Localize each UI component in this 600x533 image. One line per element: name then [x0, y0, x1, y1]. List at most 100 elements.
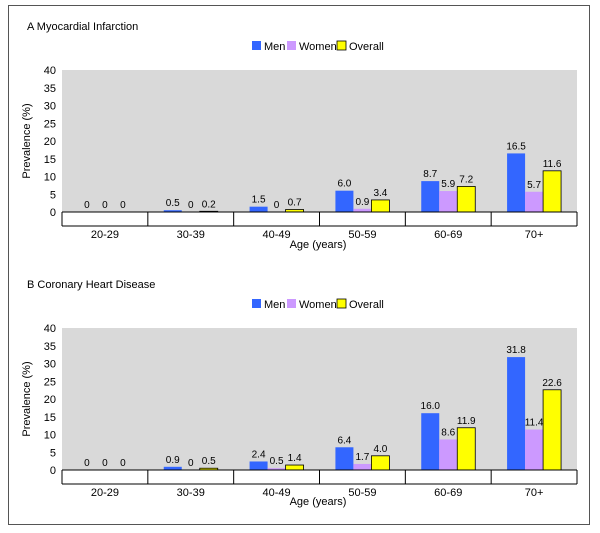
y-tick-label: 10 — [44, 430, 56, 442]
bar-women — [353, 463, 372, 470]
x-tick-label: 50-59 — [348, 487, 376, 499]
legend-label-women: Women — [299, 41, 337, 53]
bars: 0 0 0 0.5 0 0.2 1.5 0 0.7 6.0 0.9 3.4 8.7 5.9 7.2 16.5 5… — [84, 141, 562, 213]
legend-label-overall: Overall — [349, 299, 384, 311]
data-label-women: 0 — [188, 458, 194, 469]
y-tick-label: 20 — [44, 394, 56, 406]
x-tick-label: 40-49 — [263, 229, 291, 241]
data-label-overall: 4.0 — [373, 444, 387, 455]
data-label-overall: 0.2 — [202, 199, 216, 210]
bar-women — [525, 191, 544, 212]
data-label-women: 0 — [102, 458, 108, 469]
data-label-women: 0 — [188, 200, 194, 211]
legend-label-men: Men — [264, 41, 285, 53]
data-label-men: 6.4 — [337, 435, 351, 446]
y-tick-label: 10 — [44, 172, 56, 184]
legend-swatch-men — [252, 41, 261, 50]
data-label-overall: 11.6 — [543, 159, 562, 170]
data-label-women: 11.4 — [525, 418, 544, 429]
x-tick-label: 60-69 — [434, 487, 462, 499]
chart-title: B Coronary Heart Disease — [27, 279, 155, 291]
data-label-women: 0.5 — [270, 456, 284, 467]
bar-men — [507, 153, 526, 212]
legend-label-men: Men — [264, 299, 285, 311]
bar-men — [163, 210, 182, 212]
y-tick-label: 5 — [50, 189, 56, 201]
data-label-women: 0.9 — [355, 197, 369, 208]
bar-women — [267, 468, 286, 470]
plot-area — [62, 328, 577, 470]
data-label-women: 5.7 — [527, 180, 541, 191]
data-label-men: 6.0 — [337, 179, 351, 190]
data-label-women: 0 — [274, 200, 280, 211]
y-tick-label: 15 — [44, 154, 56, 166]
data-label-men: 2.4 — [252, 449, 266, 460]
bar-men — [421, 181, 440, 212]
bar-men — [249, 461, 268, 470]
y-tick-label: 35 — [44, 83, 56, 95]
data-label-overall: 1.4 — [288, 453, 302, 464]
x-tick-label: 70+ — [525, 229, 544, 241]
data-label-overall: 3.4 — [373, 188, 387, 199]
legend-swatch-women — [287, 299, 296, 308]
y-tick-label: 0 — [50, 465, 56, 477]
x-axis-title: Age (years) — [290, 239, 347, 251]
y-tick-label: 15 — [44, 412, 56, 424]
data-label-men: 1.5 — [252, 195, 266, 206]
y-tick-label: 40 — [44, 65, 56, 77]
figure-frame — [8, 5, 590, 525]
y-tick-label: 30 — [44, 101, 56, 113]
panel-coronary-heart-disease: B Coronary Heart Disease Men Women Overa… — [21, 279, 578, 508]
y-tick-labels: 0 5 10 15 20 25 30 35 40 — [44, 323, 56, 477]
bar-men — [335, 190, 354, 212]
legend-label-overall: Overall — [349, 41, 384, 53]
data-label-men: 16.0 — [421, 401, 441, 412]
y-tick-label: 0 — [50, 207, 56, 219]
x-tick-label: 50-59 — [348, 229, 376, 241]
bar-women — [439, 439, 458, 470]
legend-swatch-women — [287, 41, 296, 50]
data-label-men: 16.5 — [506, 141, 526, 152]
plot-area — [62, 70, 577, 212]
y-tick-label: 25 — [44, 376, 56, 388]
data-label-women: 5.9 — [441, 179, 455, 190]
x-tick-label: 30-39 — [177, 487, 205, 499]
bar-men — [507, 357, 526, 470]
bar-men — [335, 447, 354, 470]
bar-overall — [456, 427, 476, 471]
panel-myocardial-infarction: A Myocardial Infarction Men Women Overal… — [21, 21, 578, 251]
legend-swatch-men — [252, 299, 261, 308]
data-label-women: 8.6 — [441, 427, 455, 438]
bars: 0 0 0 0.9 0 0.5 2.4 0.5 1.4 6.4 1.7 4.0 16.0 8.611.9 3… — [84, 345, 562, 471]
bar-men — [421, 413, 440, 470]
data-label-overall: 11.9 — [457, 416, 476, 427]
bar-overall — [542, 389, 562, 471]
legend-swatch-overall — [336, 298, 347, 309]
x-tick-label: 60-69 — [434, 229, 462, 241]
y-axis-title: Prevalence (%) — [21, 361, 33, 436]
data-label-overall: 22.6 — [542, 378, 562, 389]
data-label-women: 0 — [102, 200, 108, 211]
bar-men — [249, 206, 268, 212]
data-label-men: 0.9 — [166, 455, 180, 466]
x-tick-label: 30-39 — [177, 229, 205, 241]
bar-women — [525, 429, 544, 470]
bar-women — [439, 191, 458, 212]
y-tick-label: 40 — [44, 323, 56, 335]
x-tick-labels: 20-29 30-39 40-49 50-59 60-69 70+ — [61, 469, 578, 499]
y-tick-label: 35 — [44, 341, 56, 353]
legend-label-women: Women — [299, 299, 337, 311]
x-tick-label: 20-29 — [91, 487, 119, 499]
data-label-men: 0 — [84, 200, 90, 211]
y-tick-label: 25 — [44, 118, 56, 130]
data-label-overall: 7.2 — [459, 174, 473, 185]
legend: Men Women Overall — [252, 40, 384, 53]
bar-overall — [542, 170, 562, 213]
bar-overall — [371, 199, 390, 213]
data-label-overall: 0.5 — [202, 456, 216, 467]
y-tick-label: 5 — [50, 447, 56, 459]
y-tick-labels: 0 5 10 15 20 25 30 35 40 — [44, 65, 56, 219]
data-label-men: 0.5 — [166, 198, 180, 209]
x-tick-label: 20-29 — [91, 229, 119, 241]
